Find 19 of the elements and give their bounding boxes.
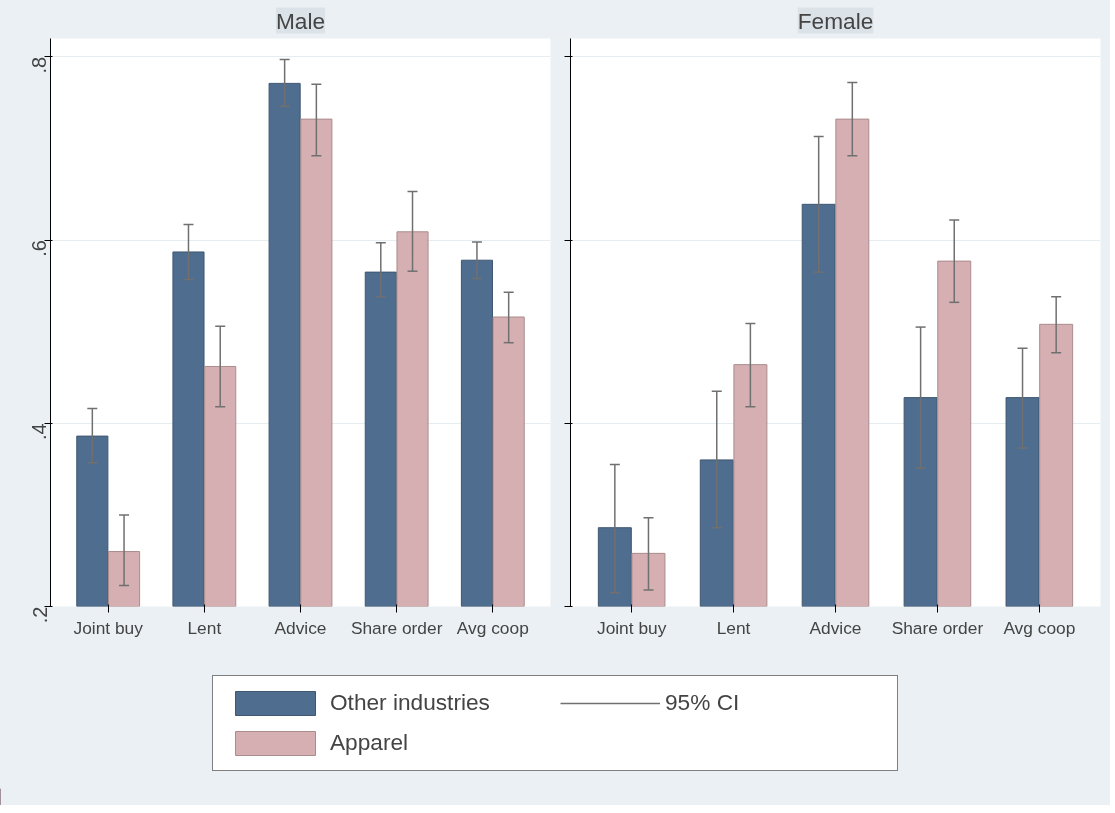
x-tick-label: Share order: [891, 617, 984, 638]
x-tick-label: Advice: [809, 617, 862, 638]
x-tick-label: Joint buy: [596, 617, 667, 638]
x-tick-label: Advice: [274, 617, 327, 638]
x-tick-label: Share order: [350, 617, 443, 638]
text: 95% CI: [665, 689, 741, 716]
x-tick-label: Lent: [187, 617, 222, 638]
y-tick-label: .4: [28, 423, 51, 440]
x-tick-label: Joint buy: [73, 617, 144, 638]
legend-label: Other industries: [330, 689, 491, 716]
y-tick-label: .2: [28, 606, 51, 624]
y-tick-label: .8: [28, 56, 51, 74]
x-tick-label: Avg coop: [1003, 617, 1076, 638]
x-tick-label: Lent: [716, 617, 751, 638]
legend-label: Apparel: [330, 729, 410, 756]
x-tick-label: Avg coop: [456, 617, 529, 638]
chart-title: Female: [797, 7, 874, 34]
y-tick-label: .6: [28, 240, 51, 257]
chart-title: Male: [275, 7, 326, 34]
